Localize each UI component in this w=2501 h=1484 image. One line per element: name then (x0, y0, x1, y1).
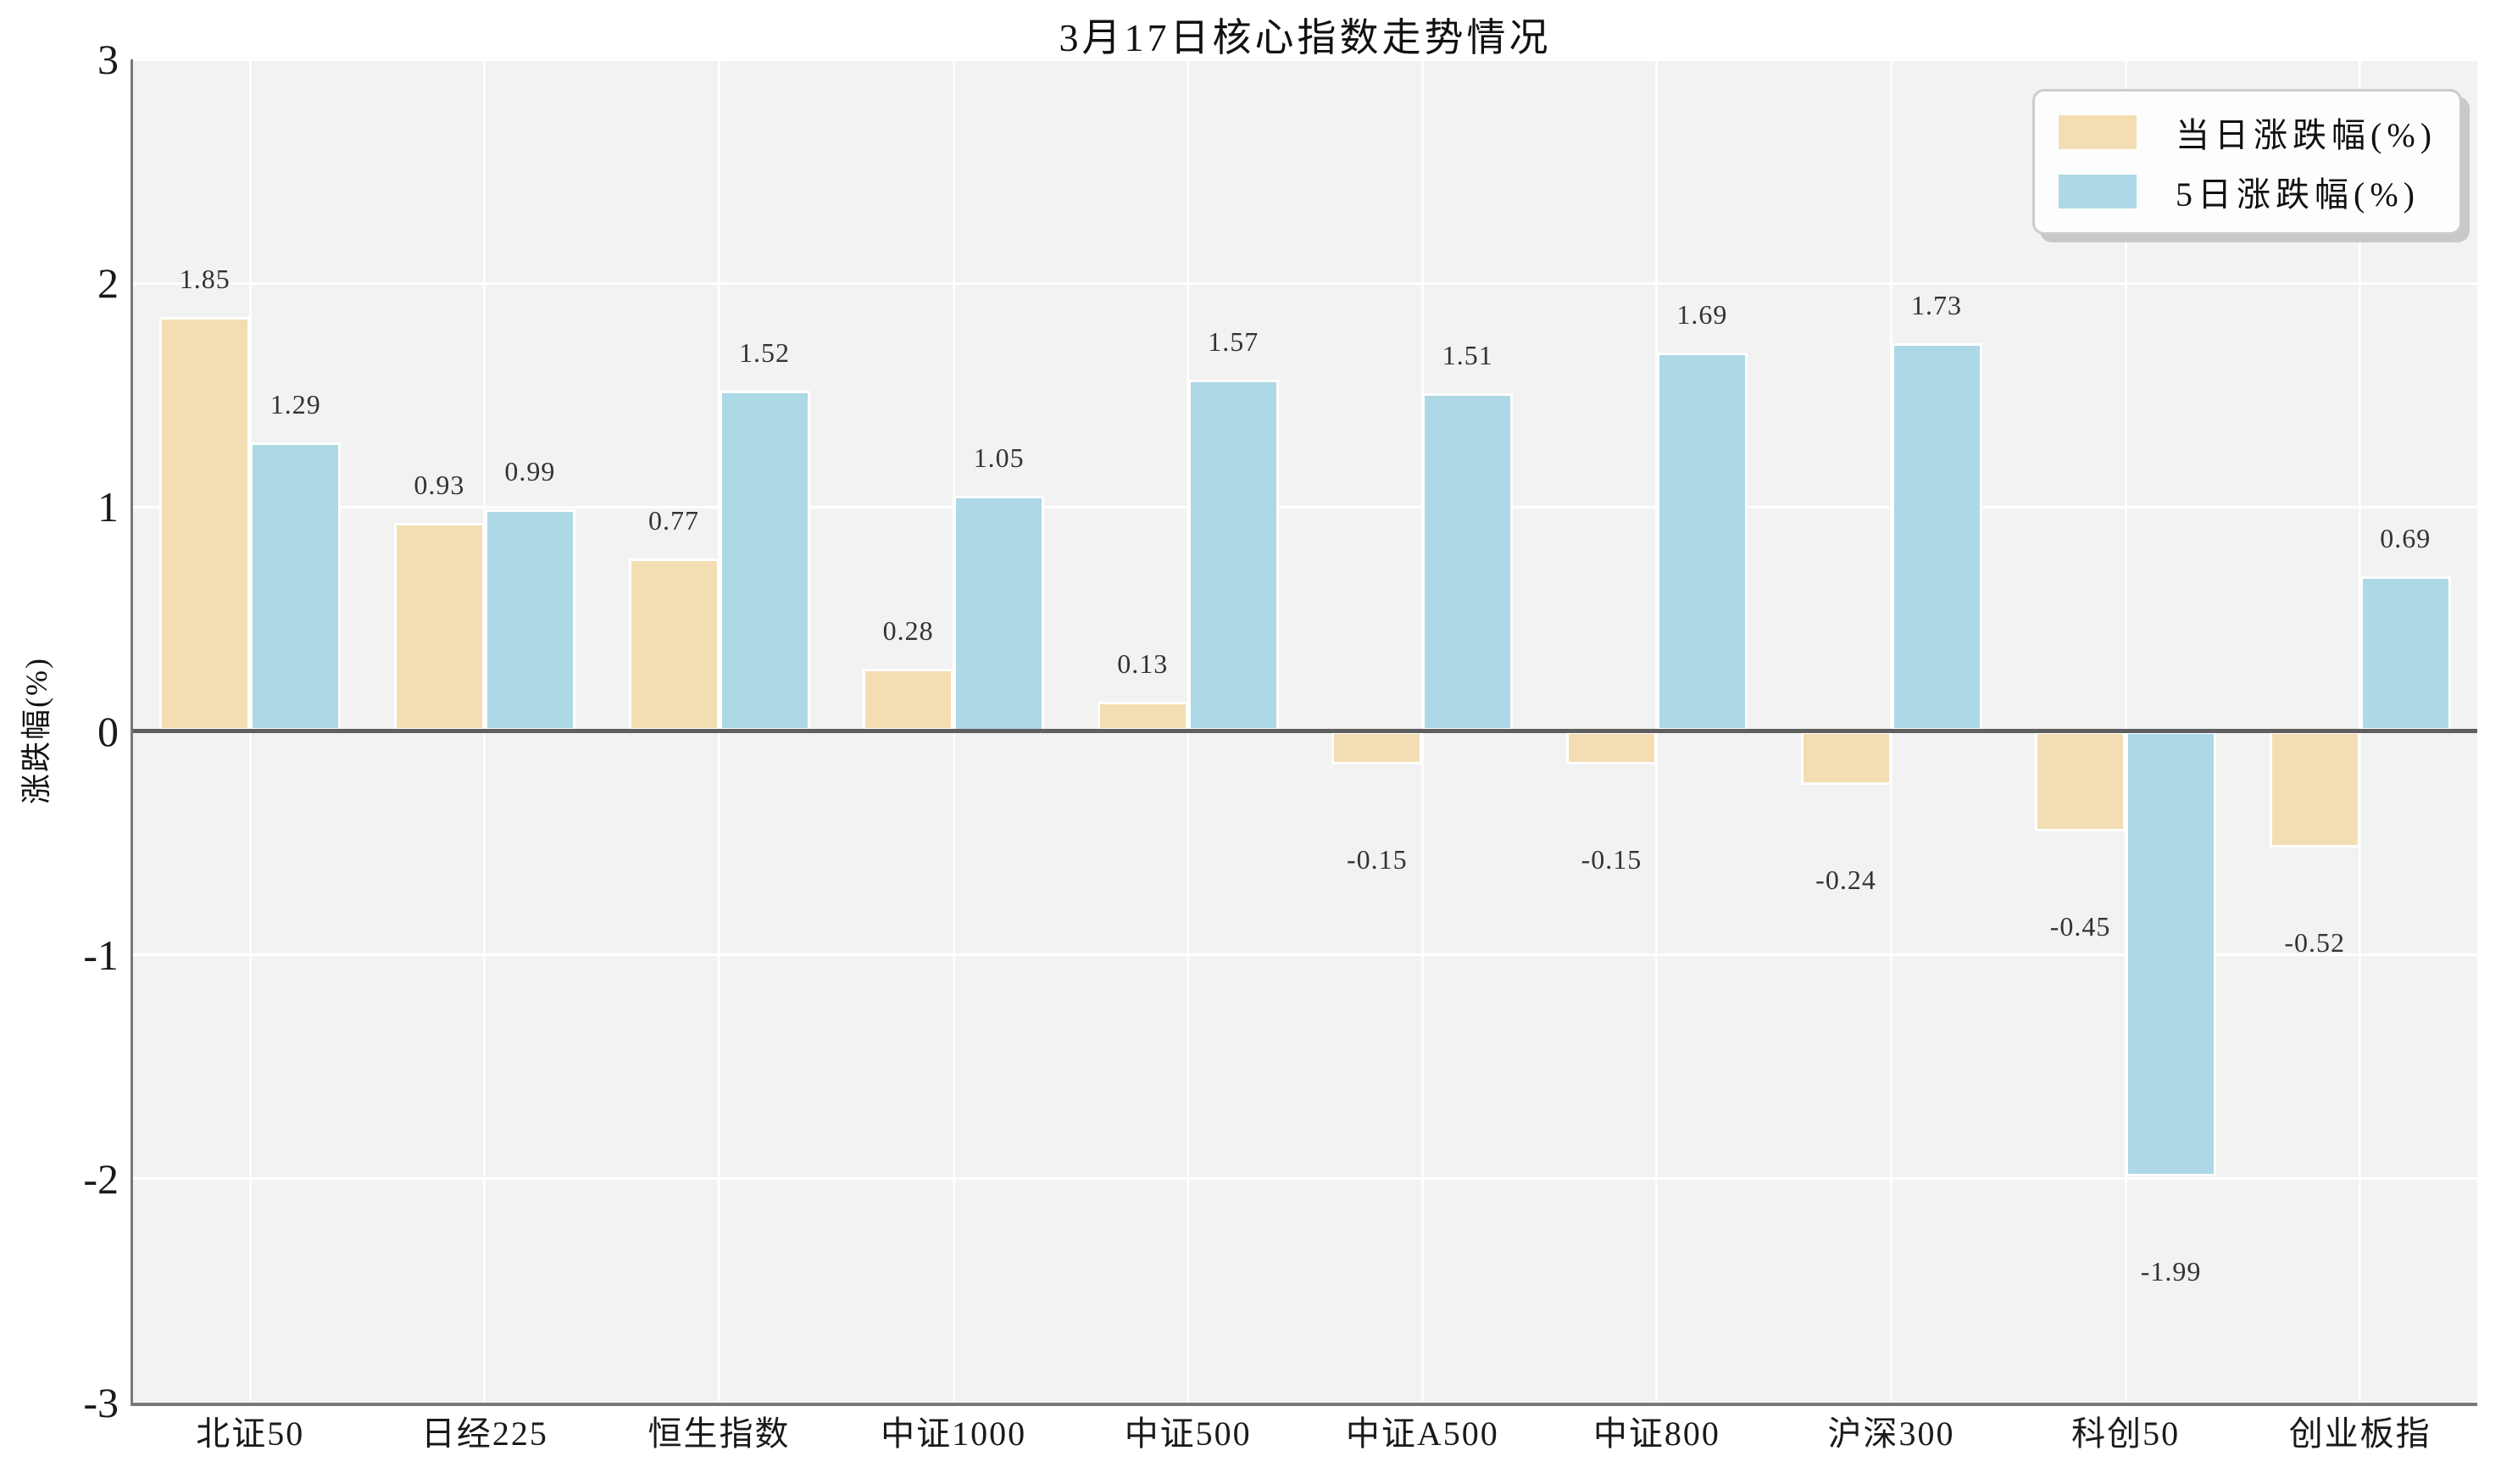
bar-daily (863, 668, 954, 731)
x-tick-label: 沪深300 (1827, 1415, 1955, 1453)
legend-label-daily: 当日涨跌幅(%) (2176, 116, 2437, 155)
bar-5day (1187, 379, 1279, 731)
legend-label-5day: 5日涨跌幅(%) (2176, 175, 2420, 214)
bar-value-label: -1.99 (2140, 1256, 2202, 1287)
y-axis-spine (131, 59, 133, 1406)
x-tick-label: 创业板指 (2288, 1415, 2432, 1453)
legend: 当日涨跌幅(%) 5日涨跌幅(%) (2032, 89, 2462, 235)
bar-value-label: 0.28 (882, 614, 934, 646)
bar-5day (1422, 392, 1514, 731)
bar-value-label: 1.69 (1676, 299, 1728, 331)
x-tick-label: 科创50 (2071, 1415, 2181, 1453)
bar-5day (1891, 343, 1982, 731)
x-tick-label: 中证1000 (881, 1415, 1027, 1453)
y-tick-label: 2 (97, 259, 119, 308)
y-tick-label: -1 (83, 931, 119, 979)
bar-value-label: 1.51 (1442, 339, 1493, 370)
legend-row: 5日涨跌幅(%) (2059, 167, 2451, 216)
bar-value-label: -0.15 (1346, 844, 1408, 875)
bar-value-label: 0.93 (414, 469, 465, 500)
bar-daily (628, 559, 720, 731)
x-axis-spine (131, 1403, 2477, 1406)
bar-5day (250, 442, 342, 731)
bar-5day (719, 390, 810, 731)
bar-daily (393, 522, 485, 731)
bar-value-label: 1.29 (270, 388, 321, 420)
legend-swatch-5day (2059, 174, 2137, 208)
bar-value-label: 0.99 (504, 455, 556, 486)
bar-value-label: 0.77 (648, 505, 699, 536)
bar-value-label: -0.24 (1815, 864, 1876, 895)
x-tick-label: 中证A500 (1345, 1415, 1499, 1453)
gridline-horizontal (133, 281, 2477, 285)
x-tick-label: 中证500 (1124, 1415, 1252, 1453)
bar-daily (159, 316, 251, 731)
gridline-horizontal (133, 505, 2477, 509)
x-tick-label: 中证800 (1592, 1415, 1720, 1453)
y-tick-label: -2 (83, 1154, 119, 1203)
bar-value-label: 1.52 (739, 336, 790, 368)
bar-value-label: 1.73 (1911, 290, 1962, 321)
bar-value-label: 1.05 (973, 442, 1025, 474)
bar-daily (1331, 731, 1423, 765)
x-tick-label: 北证50 (196, 1415, 305, 1453)
bar-value-label: 0.69 (2380, 523, 2432, 554)
zero-line (133, 729, 2477, 733)
bar-5day (1656, 353, 1748, 731)
gridline-horizontal (133, 1177, 2477, 1181)
y-tick-label: 1 (97, 483, 119, 531)
bar-value-label: -0.52 (2284, 926, 2346, 958)
bar-5day (953, 496, 1045, 731)
bar-daily (1565, 731, 1657, 765)
legend-row: 当日涨跌幅(%) (2059, 108, 2451, 157)
bar-5day (2126, 731, 2217, 1177)
legend-swatch-daily (2059, 115, 2137, 150)
bar-5day (2359, 576, 2451, 731)
bar-value-label: 1.85 (179, 263, 231, 294)
y-tick-label: -3 (83, 1379, 119, 1426)
bar-value-label: 0.13 (1117, 648, 1169, 680)
y-tick-label: 0 (97, 707, 119, 755)
bar-daily (2269, 731, 2360, 848)
gridline-horizontal (133, 58, 2477, 61)
x-tick-label: 恒生指数 (647, 1415, 791, 1453)
bar-daily (1800, 731, 1892, 785)
bar-value-label: 1.57 (1208, 325, 1259, 357)
bar-daily (2035, 731, 2126, 832)
x-tick-label: 日经225 (420, 1415, 548, 1453)
chart-title: 3月17日核心指数走势情况 (1059, 16, 1552, 59)
y-tick-label: 3 (97, 36, 119, 83)
bar-value-label: -0.45 (2049, 911, 2111, 942)
bar-5day (484, 509, 575, 731)
bar-value-label: -0.15 (1581, 844, 1642, 875)
gridline-horizontal (133, 953, 2477, 957)
bar-daily (1097, 702, 1188, 731)
